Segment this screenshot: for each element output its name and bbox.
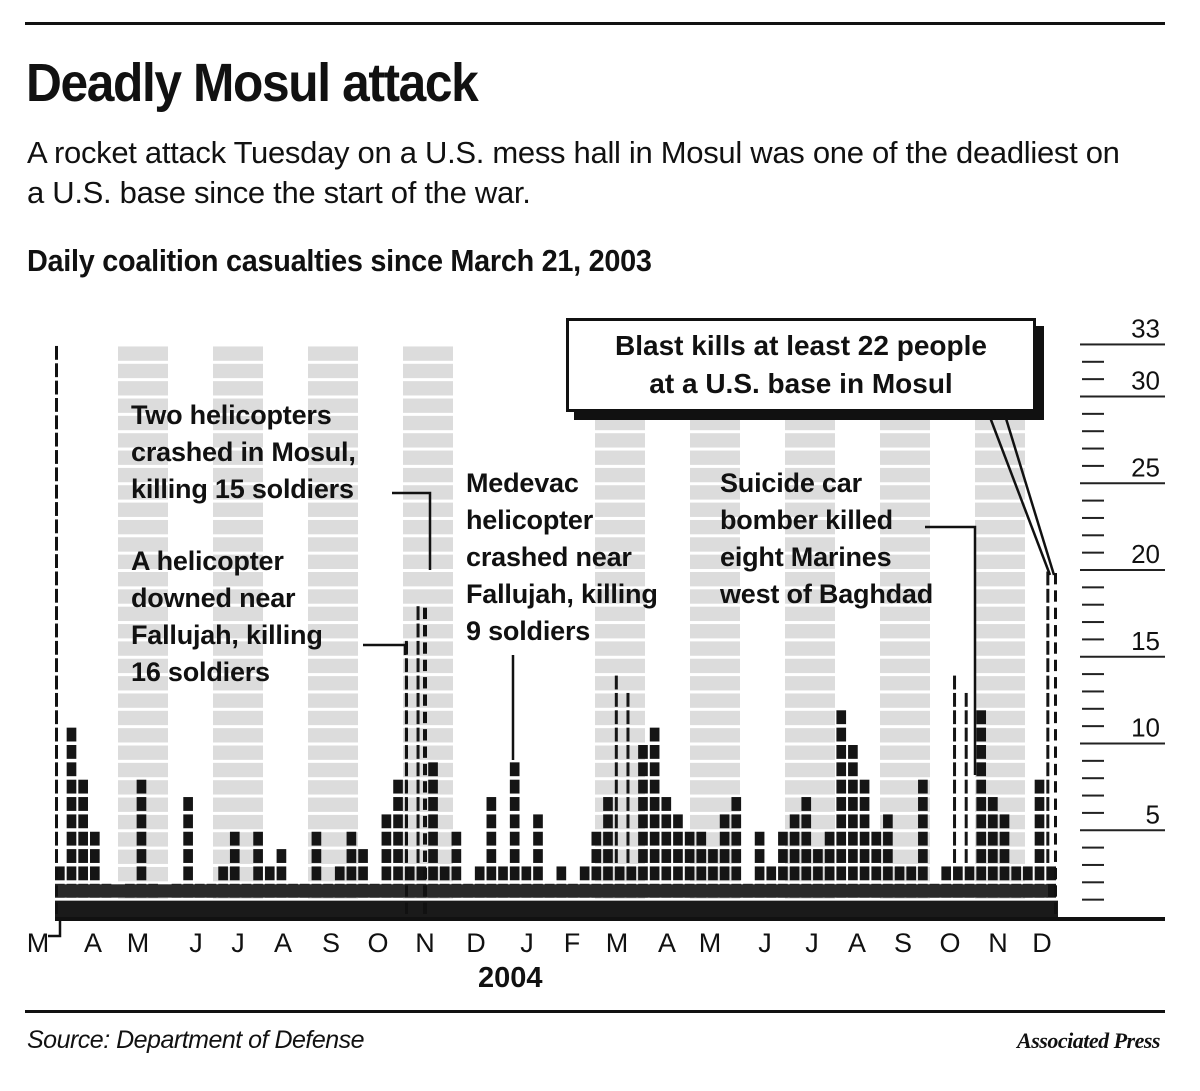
x-tick-label: D xyxy=(466,928,486,958)
x-tick-label: S xyxy=(321,928,340,958)
x-tick-label: O xyxy=(939,928,961,958)
svg-text:20: 20 xyxy=(1131,539,1160,569)
x-tick-label: S xyxy=(893,928,912,958)
annotation-helicopter-downed: A helicopter downed near Fallujah, killi… xyxy=(131,546,323,687)
x-tick-label: J xyxy=(758,928,772,958)
x-tick-label: M xyxy=(26,928,50,958)
year-label: 2004 xyxy=(478,962,543,994)
x-tick-label: J xyxy=(231,928,245,958)
svg-text:25: 25 xyxy=(1131,452,1160,482)
x-tick-label: O xyxy=(367,928,389,958)
top-rule xyxy=(25,22,1165,25)
x-tick-label: A xyxy=(273,928,292,958)
source-note: Source: Department of Defense xyxy=(27,1026,365,1054)
x-tick-label: A xyxy=(657,928,676,958)
x-tick-label: M xyxy=(698,928,722,958)
x-tick-label: N xyxy=(415,928,435,958)
annotation-medevac: Medevac helicopter crashed near Fallujah… xyxy=(466,468,658,646)
page-title: Deadly Mosul attack xyxy=(26,53,479,113)
x-tick-label: D xyxy=(1032,928,1052,958)
svg-text:5: 5 xyxy=(1146,799,1160,829)
svg-text:30: 30 xyxy=(1131,366,1160,396)
mosul-blast-callout: Blast kills at least 22 people at a U.S.… xyxy=(566,318,1036,412)
x-tick-label: M xyxy=(605,928,629,958)
svg-text:15: 15 xyxy=(1131,626,1160,656)
annotation-two-helicopters: Two helicopters crashed in Mosul, killin… xyxy=(131,400,356,504)
annotation-suicide-bomber: Suicide car bomber killed eight Marines … xyxy=(720,468,934,609)
x-tick-label: A xyxy=(83,928,102,958)
x-tick-label: J xyxy=(520,928,534,958)
x-tick-label: F xyxy=(563,928,581,958)
svg-text:10: 10 xyxy=(1131,713,1160,743)
x-tick-label: J xyxy=(189,928,203,958)
x-tick-label: A xyxy=(847,928,866,958)
bottom-rule xyxy=(25,1010,1165,1013)
subtitle: A rocket attack Tuesday on a U.S. mess h… xyxy=(27,135,1120,210)
x-tick-label: N xyxy=(988,928,1008,958)
chart-title: Daily coalition casualties since March 2… xyxy=(27,243,652,278)
credit: Associated Press xyxy=(1017,1028,1160,1053)
svg-text:33: 33 xyxy=(1131,313,1160,343)
x-tick-label: M xyxy=(126,928,150,958)
x-tick-label: J xyxy=(805,928,819,958)
